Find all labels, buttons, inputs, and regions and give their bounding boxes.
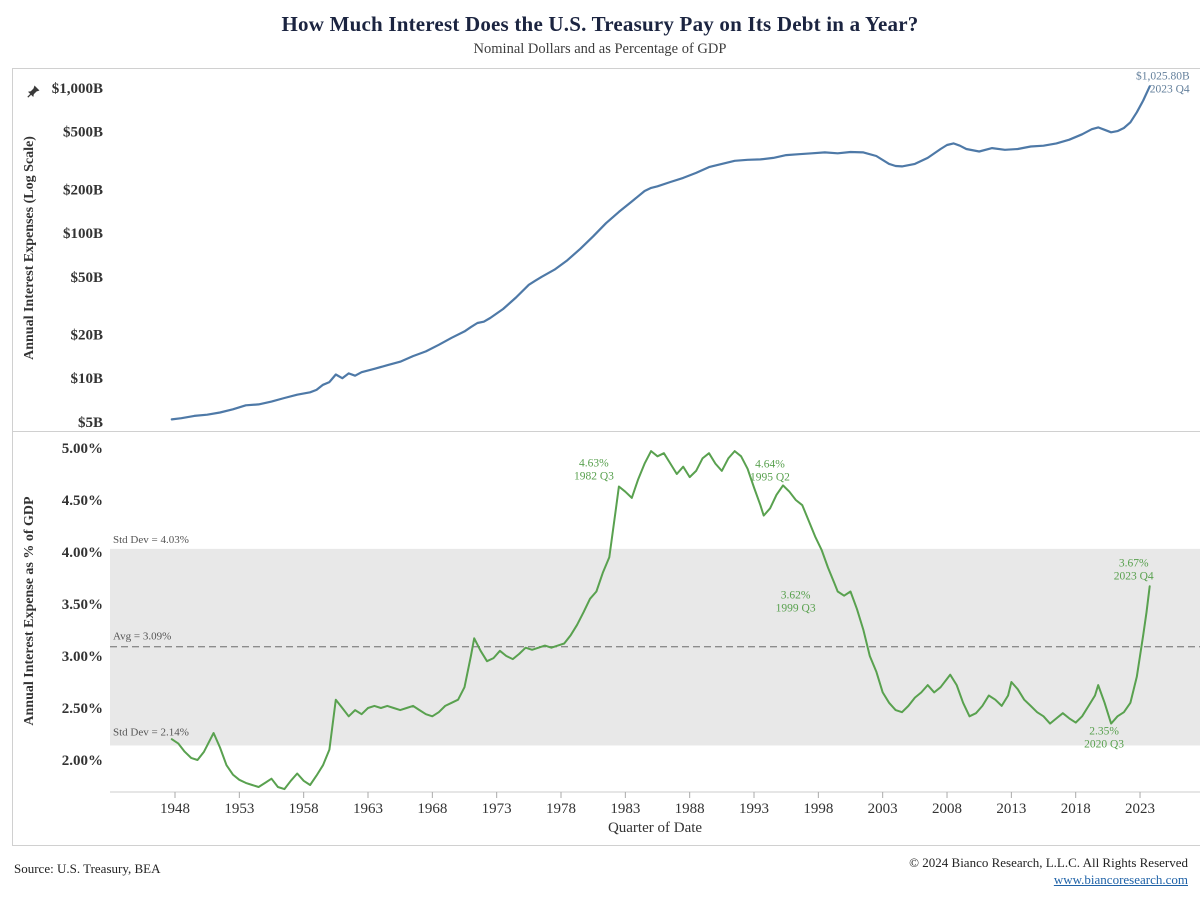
svg-text:1948: 1948 (160, 801, 190, 817)
svg-text:Avg = 3.09%: Avg = 3.09% (113, 631, 171, 643)
svg-text:1998: 1998 (803, 801, 833, 817)
svg-text:1983: 1983 (610, 801, 640, 817)
interest-pct-gdp-chart: 5.00% 4.50% 4.00% 3.50% 3.00% 2.50% 2.00% Std D… (62, 441, 1200, 817)
svg-text:1958: 1958 (289, 801, 319, 817)
svg-text:2018: 2018 (1061, 801, 1091, 817)
svg-text:$100B: $100B (63, 226, 103, 242)
svg-text:4.50%: 4.50% (62, 493, 103, 509)
panel-separator-border (12, 431, 1200, 432)
svg-text:2003: 2003 (868, 801, 898, 817)
svg-text:1973: 1973 (482, 801, 512, 817)
svg-text:1988: 1988 (675, 801, 705, 817)
svg-text:4.00%: 4.00% (62, 545, 103, 561)
svg-text:3.50%: 3.50% (62, 597, 103, 613)
svg-text:5.00%: 5.00% (62, 441, 103, 457)
copyright-note: © 2024 Bianco Research, L.L.C. All Right… (909, 855, 1188, 870)
frame-bottom-border (12, 845, 1200, 846)
bianco-website-link[interactable]: www.biancoresearch.com (1053, 872, 1188, 887)
svg-text:$200B: $200B (63, 182, 103, 198)
svg-text:1978: 1978 (546, 801, 576, 817)
svg-text:4.64%1995 Q2: 4.64% 1995 Q2 (750, 458, 790, 483)
svg-text:$10B: $10B (70, 371, 103, 387)
svg-text:$1,000B: $1,000B (52, 81, 103, 97)
svg-text:2.00%: 2.00% (62, 753, 103, 769)
svg-text:1968: 1968 (417, 801, 447, 817)
chart-subtitle: Nominal Dollars and as Percentage of GDP (473, 41, 727, 57)
nominal-interest-log-chart: $1,000B $500B $200B $100B $50B $20B $10B $5B $1,… (52, 69, 1190, 431)
svg-text:3.00%: 3.00% (62, 649, 103, 665)
svg-text:2.35%2020 Q3: 2.35% 2020 Q3 (1084, 726, 1124, 751)
x-axis-title: Quarter of Date (607, 820, 703, 836)
svg-text:1953: 1953 (224, 801, 254, 817)
svg-text:2.50%: 2.50% (62, 701, 103, 717)
svg-text:$20B: $20B (70, 328, 103, 344)
svg-text:Std Dev = 2.14%: Std Dev = 2.14% (113, 726, 189, 738)
chart-title: How Much Interest Does the U.S. Treasury… (281, 12, 919, 36)
svg-text:1963: 1963 (353, 801, 383, 817)
svg-text:2013: 2013 (996, 801, 1026, 817)
svg-text:$50B: $50B (70, 270, 103, 286)
svg-text:$500B: $500B (63, 125, 103, 141)
source-note: Source: U.S. Treasury, BEA (14, 861, 161, 876)
frame-top-border (12, 68, 1200, 69)
svg-text:3.62%1999 Q3: 3.62% 1999 Q3 (776, 590, 816, 615)
svg-text:$5B: $5B (78, 415, 103, 431)
svg-text:2023: 2023 (1125, 801, 1155, 817)
svg-text:4.63%1982 Q3: 4.63% 1982 Q3 (574, 457, 614, 482)
svg-text:1993: 1993 (739, 801, 769, 817)
svg-text:3.67%2023 Q4: 3.67% 2023 Q4 (1114, 557, 1154, 582)
frame-left-border (12, 68, 13, 845)
svg-text:Std Dev = 4.03%: Std Dev = 4.03% (113, 534, 189, 546)
footer-right-block: © 2024 Bianco Research, L.L.C. All Right… (909, 854, 1188, 888)
svg-text:2008: 2008 (932, 801, 962, 817)
